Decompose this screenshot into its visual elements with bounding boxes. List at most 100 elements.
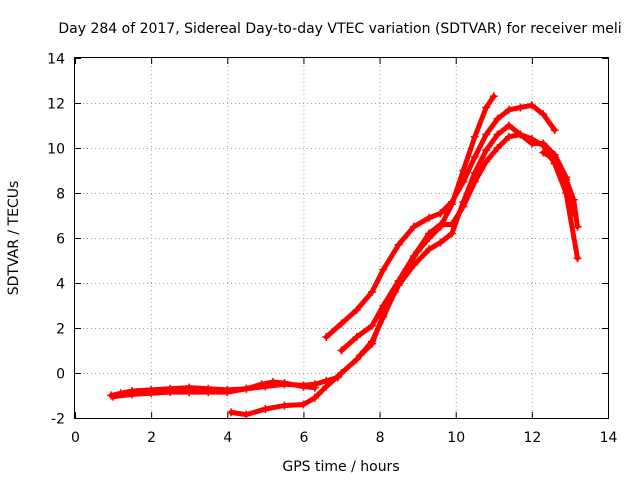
data-point	[409, 252, 418, 260]
x-tick-label: 0	[71, 430, 80, 446]
data-point	[482, 103, 491, 112]
data-point	[569, 195, 578, 204]
series-arc-6	[356, 121, 578, 359]
data-point	[242, 410, 251, 419]
data-point	[280, 401, 289, 410]
data-point	[310, 393, 319, 402]
x-tick-label: 6	[299, 430, 308, 446]
data-point	[470, 132, 479, 141]
x-axis-label: GPS time / hours	[282, 459, 399, 475]
data-point	[299, 400, 308, 409]
x-tick-label: 10	[447, 430, 465, 446]
series-line	[339, 132, 580, 353]
data-point	[261, 405, 270, 413]
y-tick-label: -2	[51, 412, 65, 428]
data-point	[367, 288, 376, 296]
data-point	[337, 346, 346, 355]
data-point	[109, 392, 118, 401]
y-tick-label: 6	[56, 232, 65, 248]
data-point	[409, 222, 418, 231]
data-point	[470, 168, 479, 177]
data-point	[459, 198, 468, 206]
data-point	[367, 339, 376, 348]
data-point	[505, 105, 514, 114]
data-point	[470, 153, 479, 161]
data-point	[550, 126, 559, 134]
data-point	[447, 198, 456, 206]
data-point	[409, 261, 418, 269]
data-point	[489, 92, 498, 101]
grid	[75, 58, 608, 418]
data-point	[482, 130, 491, 139]
data-point	[280, 379, 289, 388]
data-point	[493, 144, 502, 152]
data-point	[550, 155, 559, 164]
data-point	[425, 213, 434, 222]
x-tick-label: 8	[376, 430, 385, 446]
data-point	[147, 389, 156, 398]
data-point	[352, 306, 361, 314]
data-point	[493, 130, 502, 139]
y-tick-label: 14	[47, 52, 65, 68]
data-point	[310, 383, 319, 392]
data-point	[227, 408, 236, 417]
y-tick-label: 2	[56, 322, 65, 338]
data-point	[352, 333, 361, 341]
series-arc-2	[109, 378, 319, 401]
data-point	[268, 378, 277, 386]
x-tick-label: 4	[223, 430, 232, 446]
x-tick-label: 12	[523, 430, 541, 446]
data-point	[425, 229, 434, 238]
data-point	[204, 388, 213, 397]
data-point	[527, 101, 536, 110]
series-layer	[107, 92, 582, 419]
data-point	[223, 388, 232, 397]
data-point	[436, 238, 445, 247]
data-point	[527, 139, 536, 148]
data-point	[394, 240, 403, 249]
data-point	[505, 121, 514, 130]
data-point	[573, 254, 582, 263]
data-point	[257, 380, 266, 389]
series-arc-3	[227, 92, 498, 419]
series-arc-7	[539, 148, 582, 231]
y-tick-label: 4	[56, 277, 65, 293]
data-point	[516, 130, 525, 139]
y-tick-label: 8	[56, 187, 65, 203]
data-point	[322, 382, 331, 391]
data-point	[322, 333, 331, 341]
data-point	[128, 390, 137, 399]
data-point	[379, 265, 388, 274]
axes: 0 2 4 6 8 10 12 14 -2 0 2 4 6 8 10 12 14	[47, 52, 617, 447]
data-point	[562, 175, 571, 184]
data-point	[516, 103, 525, 112]
y-tick-label: 0	[56, 367, 65, 383]
data-point	[436, 220, 445, 229]
data-point	[436, 209, 445, 218]
x-tick-label: 14	[600, 430, 618, 446]
data-point	[367, 321, 376, 330]
data-point	[352, 355, 361, 364]
data-point	[425, 245, 434, 254]
data-point	[539, 139, 548, 148]
x-tick-label: 2	[147, 430, 156, 446]
y-axis-label: SDTVAR / TECUs	[6, 181, 22, 296]
data-point	[493, 114, 502, 123]
data-point	[482, 146, 491, 155]
series-arc-5	[337, 130, 582, 355]
data-point	[379, 310, 388, 319]
data-point	[242, 384, 251, 393]
series-line	[228, 93, 497, 418]
data-point	[356, 351, 365, 359]
data-point	[482, 157, 491, 166]
plot-area	[74, 57, 609, 419]
y-tick-label: 12	[47, 97, 65, 113]
data-point	[337, 319, 346, 328]
data-point	[299, 382, 308, 391]
chart-title: Day 284 of 2017, Sidereal Day-to-day VTE…	[58, 21, 621, 37]
data-point	[394, 281, 403, 290]
data-point	[459, 177, 468, 186]
data-point	[573, 222, 582, 231]
data-point	[166, 388, 175, 397]
